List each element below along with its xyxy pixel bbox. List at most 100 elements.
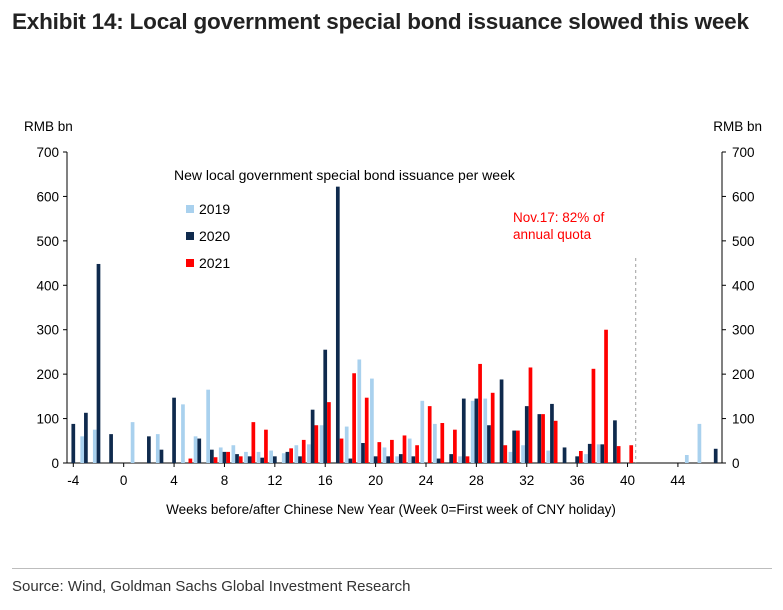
bar-2020-week-19 [361, 443, 365, 463]
bar-2019-week-46 [697, 423, 702, 463]
bar-2020-week-36 [575, 456, 579, 463]
bar-2019-week-3 [155, 434, 160, 463]
bar-2019-week-9 [231, 445, 236, 463]
bar-2021-week-9 [238, 456, 243, 463]
bar-2021-week-5 [188, 458, 193, 463]
bar-2019-week-31 [508, 451, 513, 463]
bar-2020-week-7 [210, 449, 214, 463]
legend-label-2021: 2021 [199, 255, 230, 271]
legend: 2019 2020 2021 [186, 201, 230, 271]
bar-2020-week-29 [487, 425, 491, 463]
legend-label-2020: 2020 [199, 228, 230, 244]
divider [12, 568, 772, 569]
bar-2021-week-17 [339, 438, 344, 463]
y-axis-left-label: RMB bn [24, 119, 73, 134]
bar-2020-week-37 [587, 443, 592, 463]
bar-2021-week-19 [364, 397, 369, 463]
bar-2021-week-40 [629, 445, 634, 463]
bar-2020-week-33 [537, 414, 542, 463]
bar-2019-week-5 [181, 404, 185, 463]
bar-2021-week-34 [553, 420, 558, 463]
bar-2020-week-47 [713, 448, 718, 463]
bar-2020-week-13 [285, 451, 290, 463]
bar-2019-week-12 [269, 450, 273, 463]
bar-2020-week-8 [222, 451, 227, 463]
bar-2020-week--4 [71, 423, 76, 463]
bar-2019-week-25 [433, 423, 437, 463]
bar-2020-week-12 [272, 456, 277, 463]
bar-2019-week-22 [395, 456, 399, 463]
bar-2021-week-25 [440, 423, 445, 463]
bar-2019-week-38 [596, 444, 601, 463]
y-tick-label-left: 0 [51, 456, 59, 471]
source-note: Source: Wind, Goldman Sachs Global Inves… [12, 578, 411, 595]
bar-2019-week-10 [244, 451, 248, 463]
bar-2020-week-17 [335, 186, 340, 463]
y-tick-label-right: 200 [732, 367, 755, 382]
bar-2020-week-26 [449, 454, 454, 463]
bar-2020-week-38 [600, 444, 605, 463]
bar-2019-week-21 [382, 447, 387, 463]
bar-2021-week-15 [314, 425, 319, 463]
bar-2021-week-31 [516, 430, 520, 463]
bar-2020-week-15 [310, 409, 315, 463]
bar-2020-week-20 [373, 456, 378, 463]
x-tick-label: 16 [318, 473, 333, 488]
y-tick-label-right: 700 [732, 145, 755, 160]
bar-2020-week-16 [323, 349, 328, 463]
bar-2019-week-8 [218, 447, 223, 463]
annotation-line: annual quota [513, 227, 592, 242]
bar-2019-week-16 [319, 425, 324, 463]
bar-2021-week-8 [226, 451, 231, 463]
bar-2020-week--2 [96, 263, 101, 463]
bar-2020-week-4 [172, 397, 176, 463]
bar-2020-week-22 [398, 454, 403, 463]
bar-2020-week-23 [411, 456, 416, 463]
bar-2020-week--1 [109, 434, 113, 463]
legend-swatch-2019 [186, 205, 194, 213]
bar-2021-week-37 [591, 368, 596, 463]
bar-2019-week-37 [584, 454, 588, 463]
x-tick-label: 8 [221, 473, 229, 488]
bar-2021-week-22 [402, 435, 407, 463]
bar-2020-week-6 [197, 438, 202, 463]
bar-2021-week-36 [578, 451, 583, 463]
bar-2021-week-27 [465, 456, 470, 463]
bar-2019-week-27 [458, 456, 462, 463]
y-tick-label-right: 600 [732, 189, 755, 204]
bar-2021-week-23 [415, 445, 419, 463]
bar-2019-week-1 [130, 422, 135, 463]
bar-2019-week-13 [281, 453, 286, 463]
bar-2021-week-18 [352, 373, 356, 463]
bar-2021-week-39 [616, 446, 621, 463]
y-tick-label-right: 0 [732, 456, 740, 471]
bar-2021-week-30 [503, 445, 508, 463]
bar-2019-week-24 [420, 400, 425, 463]
bar-2020-week-30 [499, 379, 504, 463]
y-axis-right-label: RMB bn [713, 119, 762, 134]
bar-2020-week-2 [147, 436, 151, 463]
bar-2021-week-10 [251, 422, 256, 463]
x-tick-label: 40 [620, 473, 635, 488]
bar-2020-week-18 [348, 458, 353, 463]
x-tick-label: 28 [469, 473, 484, 488]
bar-2019-week-18 [344, 426, 349, 463]
x-tick-label: 20 [368, 473, 383, 488]
x-tick-label: 24 [418, 473, 434, 488]
legend-swatch-2020 [186, 232, 194, 240]
bar-2019-week-20 [370, 378, 374, 463]
annotation-line: Nov.17: 82% of [513, 210, 605, 225]
bar-2020-week-28 [474, 398, 479, 463]
bar-2021-week-13 [289, 448, 293, 463]
x-tick-label: 12 [267, 473, 282, 488]
bar-2021-week-14 [301, 439, 306, 463]
bar-2019-week--3 [80, 436, 85, 463]
bar-2020-week-11 [260, 457, 265, 463]
bar-2019-week-14 [294, 445, 299, 463]
bar-2021-week-33 [541, 414, 545, 463]
bar-2020-week-9 [235, 454, 239, 463]
bar-2020-week-27 [461, 398, 466, 463]
page-title: Exhibit 14: Local government special bon… [12, 9, 749, 34]
bar-2021-week-20 [377, 442, 382, 463]
x-axis-label: Weeks before/after Chinese New Year (Wee… [166, 502, 616, 517]
